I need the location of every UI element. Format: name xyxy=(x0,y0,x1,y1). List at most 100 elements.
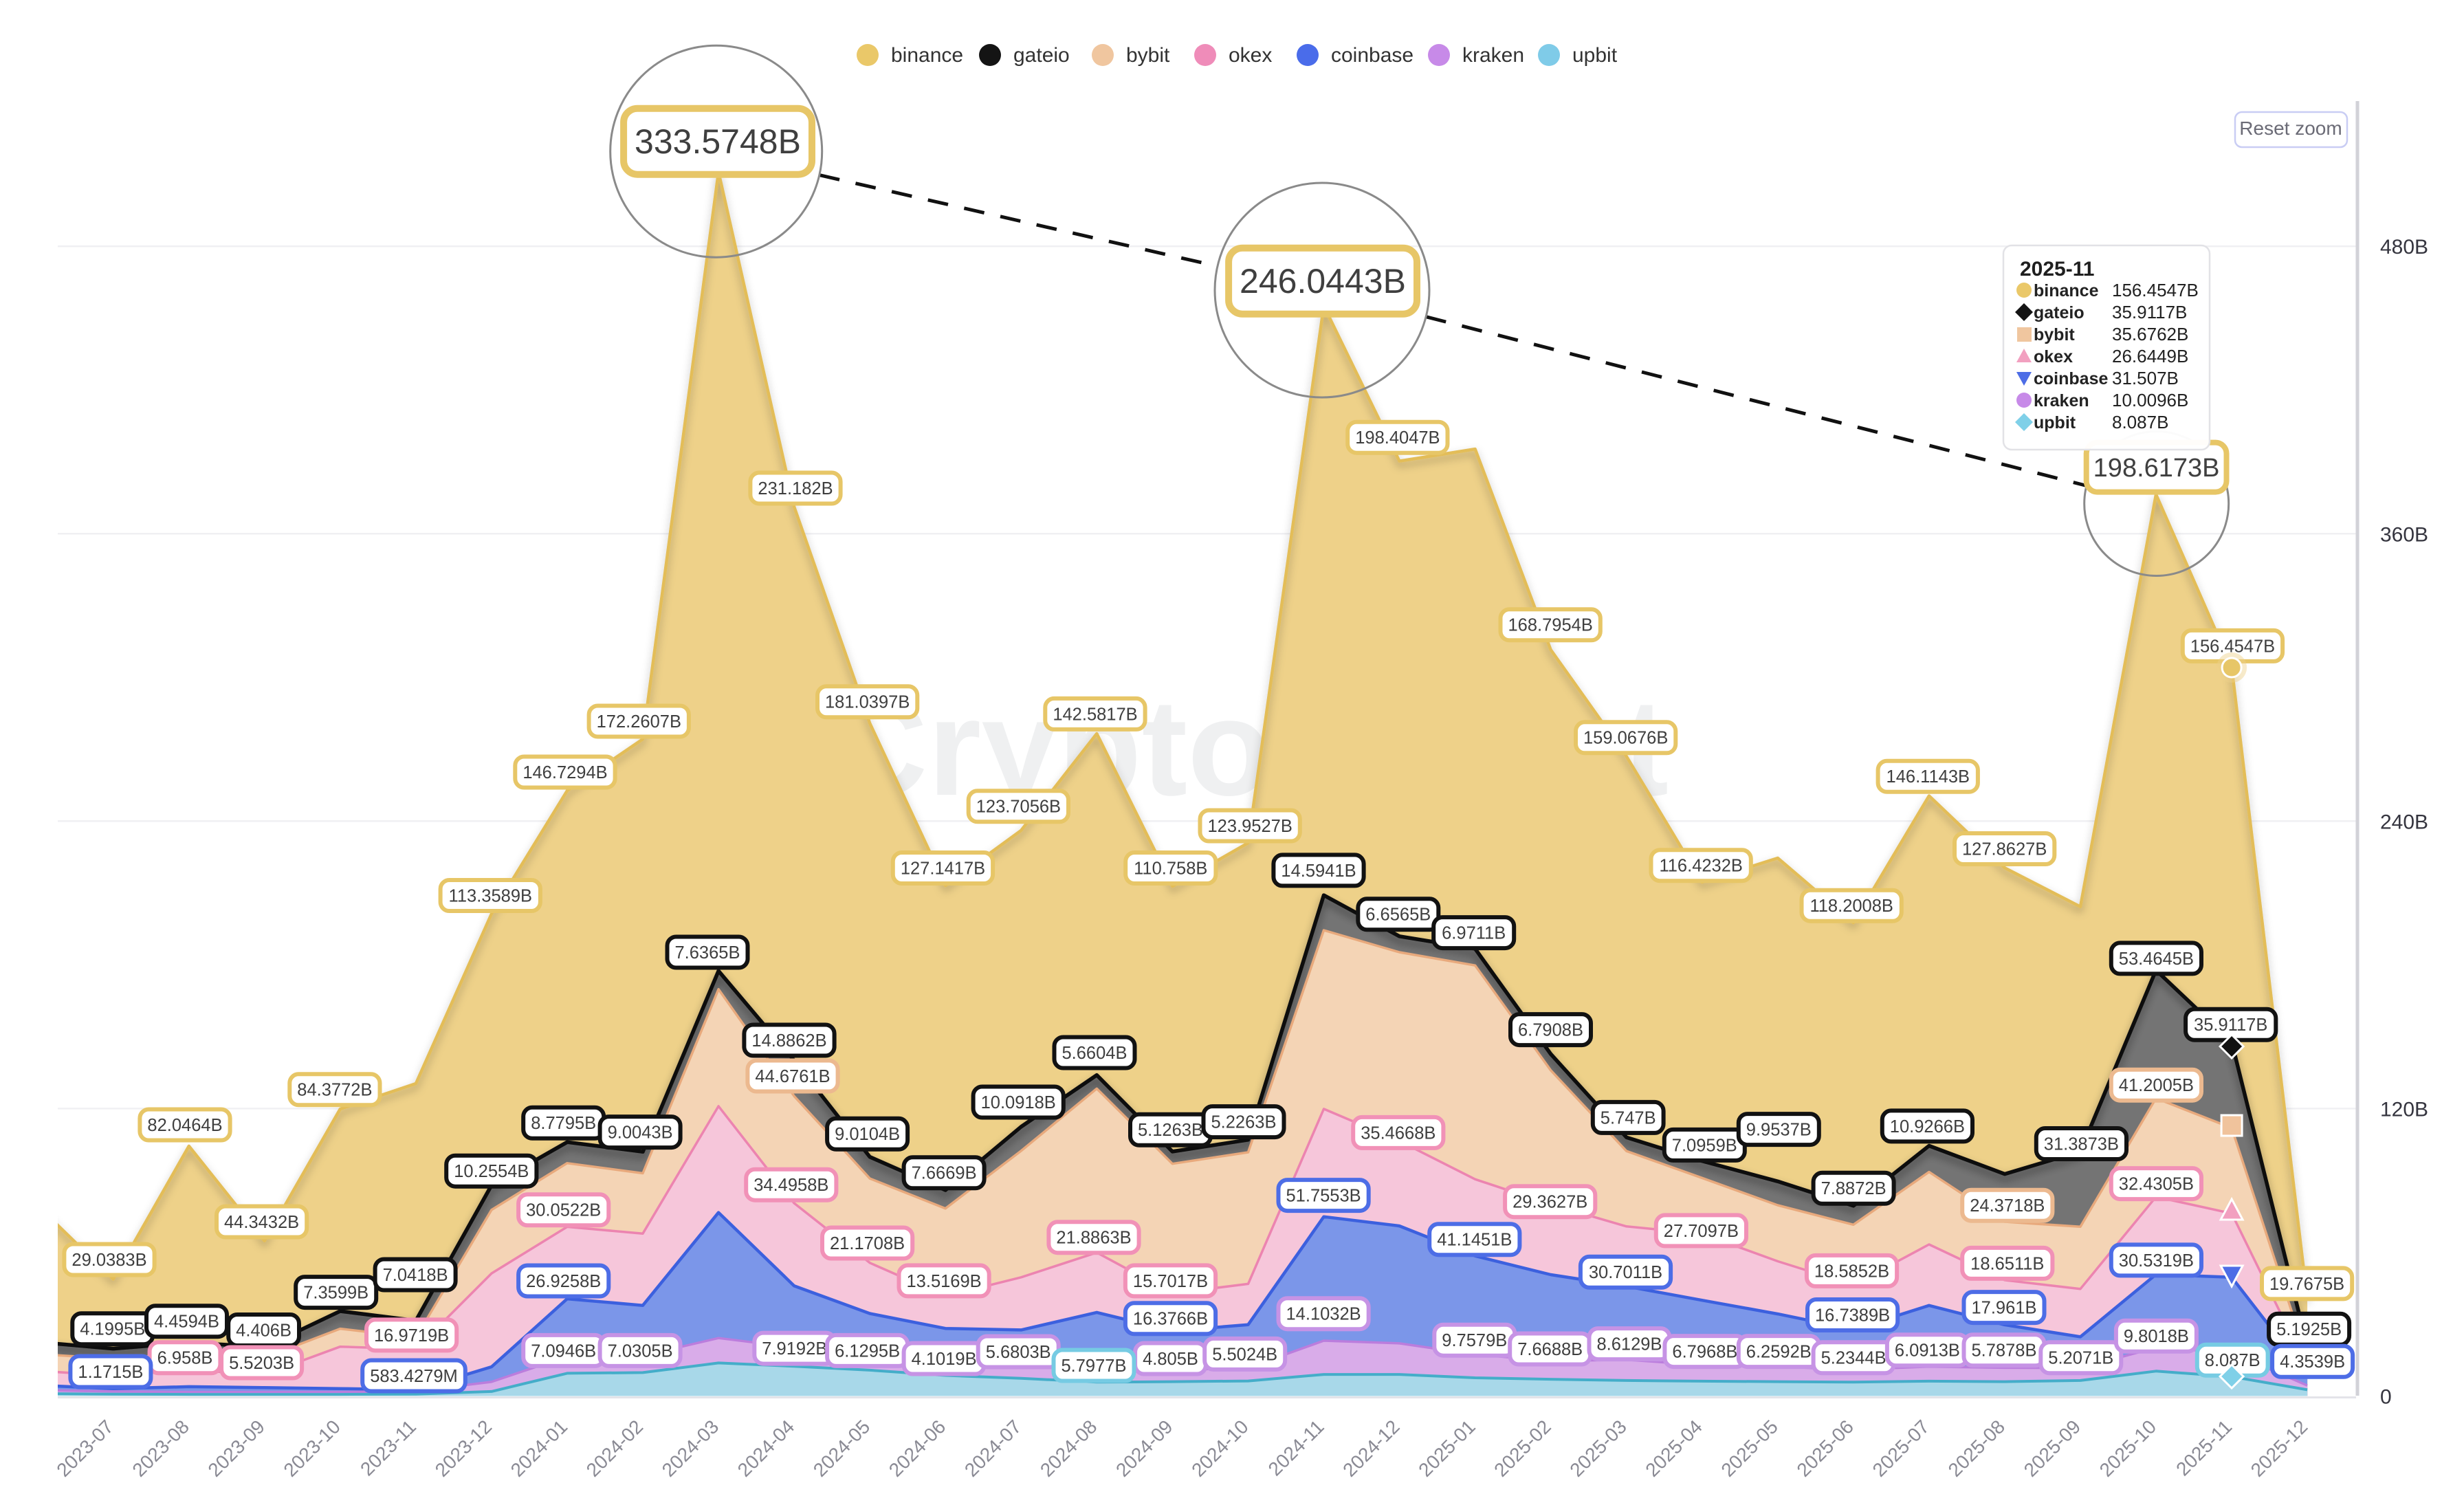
svg-text:35.6762B: 35.6762B xyxy=(2112,324,2188,344)
svg-text:231.182B: 231.182B xyxy=(758,479,833,498)
svg-text:127.8627B: 127.8627B xyxy=(1962,839,2047,859)
svg-text:binance: binance xyxy=(2034,281,2099,300)
svg-text:246.0443B: 246.0443B xyxy=(1240,262,1406,300)
svg-text:26.6449B: 26.6449B xyxy=(2112,346,2188,366)
svg-text:14.5941B: 14.5941B xyxy=(1281,861,1356,881)
svg-text:159.0676B: 159.0676B xyxy=(1583,729,1668,748)
svg-text:18.5852B: 18.5852B xyxy=(1814,1262,1889,1281)
svg-text:240B: 240B xyxy=(2380,811,2428,833)
svg-text:9.9537B: 9.9537B xyxy=(1746,1121,1812,1140)
svg-text:7.6365B: 7.6365B xyxy=(674,943,740,963)
svg-text:6.7968B: 6.7968B xyxy=(1672,1343,1737,1362)
svg-text:binance: binance xyxy=(891,44,963,67)
svg-text:24.3718B: 24.3718B xyxy=(1970,1196,2045,1216)
svg-text:5.5203B: 5.5203B xyxy=(229,1354,294,1373)
svg-text:44.6761B: 44.6761B xyxy=(755,1067,830,1086)
svg-text:26.9258B: 26.9258B xyxy=(526,1272,601,1291)
svg-text:44.3432B: 44.3432B xyxy=(224,1213,299,1232)
svg-text:okex: okex xyxy=(2034,347,2073,366)
svg-text:333.5748B: 333.5748B xyxy=(635,122,801,161)
svg-text:4.1019B: 4.1019B xyxy=(912,1350,977,1369)
svg-text:6.6565B: 6.6565B xyxy=(1365,905,1431,925)
svg-text:bybit: bybit xyxy=(2034,325,2075,344)
svg-text:10.0918B: 10.0918B xyxy=(981,1093,1056,1112)
svg-text:bybit: bybit xyxy=(1126,44,1170,67)
svg-text:9.0043B: 9.0043B xyxy=(608,1123,673,1143)
svg-text:4.805B: 4.805B xyxy=(1143,1350,1198,1369)
svg-text:31.3873B: 31.3873B xyxy=(2044,1134,2119,1154)
svg-text:41.1451B: 41.1451B xyxy=(1437,1231,1512,1250)
svg-text:7.6669B: 7.6669B xyxy=(912,1164,977,1183)
svg-text:146.1143B: 146.1143B xyxy=(1886,767,1970,787)
svg-text:480B: 480B xyxy=(2380,236,2428,259)
svg-text:13.5169B: 13.5169B xyxy=(907,1272,982,1291)
svg-text:upbit: upbit xyxy=(1572,44,1618,67)
svg-text:Reset zoom: Reset zoom xyxy=(2239,118,2342,139)
svg-text:6.0913B: 6.0913B xyxy=(1895,1341,1960,1361)
svg-text:5.1925B: 5.1925B xyxy=(2276,1320,2342,1339)
svg-text:4.4594B: 4.4594B xyxy=(154,1312,219,1332)
svg-text:10.9266B: 10.9266B xyxy=(1890,1117,1965,1136)
svg-text:17.961B: 17.961B xyxy=(1971,1299,2036,1318)
svg-text:123.7056B: 123.7056B xyxy=(976,798,1061,817)
svg-text:34.4958B: 34.4958B xyxy=(754,1176,828,1195)
svg-text:9.0104B: 9.0104B xyxy=(835,1125,900,1144)
svg-text:0: 0 xyxy=(2380,1386,2392,1409)
svg-text:7.0959B: 7.0959B xyxy=(1672,1136,1737,1155)
svg-text:15.7017B: 15.7017B xyxy=(1133,1272,1208,1291)
svg-text:8.087B: 8.087B xyxy=(2112,412,2168,432)
svg-text:29.0383B: 29.0383B xyxy=(72,1251,146,1270)
svg-text:41.2005B: 41.2005B xyxy=(2119,1076,2194,1095)
svg-text:7.0305B: 7.0305B xyxy=(608,1341,673,1361)
svg-text:31.507B: 31.507B xyxy=(2112,368,2179,388)
svg-text:198.4047B: 198.4047B xyxy=(1355,428,1440,448)
svg-text:168.7954B: 168.7954B xyxy=(1508,616,1593,635)
svg-text:6.7908B: 6.7908B xyxy=(1518,1021,1583,1040)
svg-text:6.1295B: 6.1295B xyxy=(835,1341,900,1361)
svg-text:30.7011B: 30.7011B xyxy=(1589,1263,1662,1282)
svg-text:7.0946B: 7.0946B xyxy=(531,1341,596,1361)
svg-text:6.2592B: 6.2592B xyxy=(1746,1343,1812,1362)
svg-text:5.7878B: 5.7878B xyxy=(1971,1341,2036,1361)
svg-text:16.9719B: 16.9719B xyxy=(374,1326,449,1345)
svg-text:9.7579B: 9.7579B xyxy=(1442,1331,1507,1350)
svg-text:kraken: kraken xyxy=(1462,44,1524,67)
svg-text:4.1995B: 4.1995B xyxy=(80,1320,145,1339)
svg-text:5.6604B: 5.6604B xyxy=(1062,1044,1127,1063)
svg-text:7.9192B: 7.9192B xyxy=(762,1339,827,1359)
svg-text:5.6803B: 5.6803B xyxy=(986,1343,1051,1362)
svg-text:9.8018B: 9.8018B xyxy=(2124,1327,2189,1346)
svg-text:51.7553B: 51.7553B xyxy=(1286,1187,1361,1206)
svg-text:181.0397B: 181.0397B xyxy=(825,693,910,712)
svg-text:6.9711B: 6.9711B xyxy=(1442,924,1506,943)
svg-text:7.6688B: 7.6688B xyxy=(1517,1340,1583,1359)
svg-text:27.7097B: 27.7097B xyxy=(1664,1222,1739,1241)
svg-text:21.8863B: 21.8863B xyxy=(1056,1229,1131,1248)
svg-text:146.7294B: 146.7294B xyxy=(522,763,607,782)
svg-text:5.2071B: 5.2071B xyxy=(2048,1349,2113,1368)
svg-text:18.6511B: 18.6511B xyxy=(1970,1254,2044,1273)
svg-text:35.9117B: 35.9117B xyxy=(2194,1015,2267,1035)
svg-text:coinbase: coinbase xyxy=(2034,369,2108,388)
svg-text:116.4232B: 116.4232B xyxy=(1659,857,1742,876)
svg-text:16.3766B: 16.3766B xyxy=(1133,1310,1208,1329)
svg-text:16.7389B: 16.7389B xyxy=(1815,1306,1890,1325)
svg-text:53.4645B: 53.4645B xyxy=(2119,949,2194,969)
svg-text:118.2008B: 118.2008B xyxy=(1810,897,1893,916)
svg-text:29.3627B: 29.3627B xyxy=(1512,1193,1587,1212)
svg-text:123.9527B: 123.9527B xyxy=(1208,817,1292,836)
svg-text:19.7675B: 19.7675B xyxy=(2269,1275,2344,1294)
svg-text:2025-11: 2025-11 xyxy=(2020,258,2094,281)
svg-text:14.1032B: 14.1032B xyxy=(1286,1305,1361,1324)
svg-text:142.5817B: 142.5817B xyxy=(1053,705,1137,724)
svg-text:14.8862B: 14.8862B xyxy=(751,1031,826,1051)
svg-text:360B: 360B xyxy=(2380,523,2428,546)
svg-text:5.1263B: 5.1263B xyxy=(1138,1121,1203,1140)
svg-text:1.1715B: 1.1715B xyxy=(78,1363,143,1382)
svg-text:gateio: gateio xyxy=(1013,44,1070,67)
svg-text:10.0096B: 10.0096B xyxy=(2112,390,2188,410)
svg-text:7.8872B: 7.8872B xyxy=(1821,1179,1886,1198)
svg-text:kraken: kraken xyxy=(2034,391,2089,410)
svg-text:172.2607B: 172.2607B xyxy=(597,712,681,732)
svg-text:4.406B: 4.406B xyxy=(236,1321,292,1340)
